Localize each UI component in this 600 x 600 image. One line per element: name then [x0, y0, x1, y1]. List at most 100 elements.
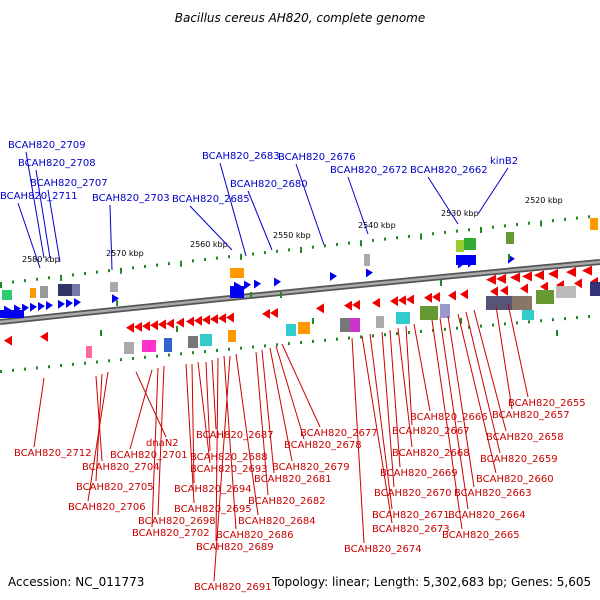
gene-leader-line — [495, 305, 513, 410]
gene-leader-line — [223, 355, 237, 530]
upper-tick — [12, 280, 14, 284]
reverse-gene-arrow — [316, 303, 324, 314]
gene-label: BCAH820_2674 — [344, 544, 422, 555]
gene-label: BCAH820_2672 — [330, 165, 408, 176]
lower-tick — [384, 333, 386, 337]
lower-tick — [36, 366, 38, 370]
feature-block — [556, 286, 576, 298]
upper-tick — [300, 247, 302, 253]
upper-tick — [312, 245, 314, 249]
lower-tick — [516, 321, 518, 325]
reverse-gene-arrow — [142, 321, 150, 332]
reverse-gene-arrow — [390, 296, 398, 307]
feature-block — [72, 284, 80, 296]
upper-tick — [420, 233, 422, 240]
upper-tick — [432, 232, 434, 236]
forward-gene-arrow — [112, 294, 119, 304]
lower-tick — [204, 350, 206, 354]
gene-leader-line — [247, 190, 273, 251]
gene-label: BCAH820_2663 — [454, 488, 532, 499]
gene-leader-line — [351, 337, 365, 544]
gene-label: BCAH820_2703 — [92, 193, 170, 204]
lower-tick — [288, 342, 290, 346]
green-tick — [100, 330, 102, 336]
green-tick — [176, 326, 178, 332]
upper-tick — [216, 256, 218, 260]
gene-leader-line — [211, 359, 217, 430]
feature-block — [2, 290, 12, 300]
gene-leader-line — [47, 189, 61, 263]
scale-label: 2570 kbp — [106, 249, 144, 258]
upper-tick — [576, 216, 578, 220]
gene-leader-line — [397, 327, 413, 448]
lower-tick — [540, 319, 542, 323]
reverse-gene-arrow — [202, 314, 210, 325]
reverse-gene-arrow — [150, 320, 158, 331]
lower-tick — [60, 364, 62, 368]
gene-leader-line — [129, 369, 153, 450]
gene-label: BCAH820_2665 — [442, 530, 520, 541]
scale-label: 2550 kbp — [273, 231, 311, 240]
gene-leader-line — [465, 311, 501, 454]
gene-label: BCAH820_2678 — [284, 440, 362, 451]
forward-gene-arrow — [274, 277, 281, 287]
reverse-gene-arrow — [520, 283, 528, 294]
feature-block — [124, 342, 134, 354]
forward-gene-arrow — [38, 301, 45, 311]
lower-tick — [528, 320, 530, 324]
feature-block — [200, 334, 212, 346]
upper-tick — [492, 225, 494, 229]
gene-label: BCAH820_2658 — [486, 432, 564, 443]
gene-label: BCAH820_2671 — [372, 510, 450, 521]
gene-leader-line — [281, 343, 321, 428]
reverse-gene-arrow — [540, 281, 548, 292]
reverse-gene-arrow — [486, 274, 496, 285]
feature-block — [228, 330, 236, 342]
upper-tick — [192, 259, 194, 263]
reverse-gene-arrow — [40, 331, 48, 342]
gene-leader-line — [205, 361, 211, 452]
feature-block — [396, 312, 410, 324]
gene-leader-line — [219, 162, 247, 257]
gene-label: BCAH820_2670 — [374, 488, 452, 499]
lower-tick — [12, 368, 14, 372]
feature-block — [40, 286, 48, 298]
feature-block — [590, 282, 600, 296]
reverse-gene-arrow — [158, 319, 166, 330]
lower-tick — [564, 317, 566, 321]
upper-tick — [228, 255, 230, 259]
gene-leader-line — [275, 345, 305, 440]
gene-label: kinB2 — [490, 156, 518, 167]
upper-tick — [348, 241, 350, 245]
feature-block — [30, 288, 36, 298]
upper-tick — [252, 252, 254, 256]
lower-tick — [324, 338, 326, 342]
reverse-gene-arrow — [262, 308, 270, 319]
gene-leader-line — [95, 375, 103, 462]
feature-block — [188, 336, 198, 348]
lower-tick — [108, 359, 110, 363]
gene-label: BCAH820_2657 — [492, 410, 570, 421]
green-tick — [460, 318, 462, 324]
reverse-gene-arrow — [194, 315, 202, 326]
map-title: Bacillus cereus AH820, complete genome — [175, 11, 425, 25]
gene-leader-line — [109, 204, 113, 271]
feature-block — [440, 304, 450, 318]
upper-tick — [336, 242, 338, 246]
gene-leader-line — [413, 323, 431, 412]
lower-tick — [132, 356, 134, 360]
upper-tick — [516, 223, 518, 227]
upper-tick — [504, 224, 506, 228]
gene-leader-line — [381, 331, 395, 488]
upper-tick — [264, 251, 266, 255]
reverse-gene-arrow — [406, 294, 414, 305]
feature-block — [364, 254, 370, 266]
upper-tick — [456, 229, 458, 233]
feature-block — [164, 338, 172, 352]
feature-block — [456, 240, 464, 252]
gene-label: BCAH820_2704 — [82, 462, 160, 473]
gene-label: BCAH820_2683 — [202, 151, 280, 162]
gene-leader-line — [235, 353, 259, 516]
upper-tick — [168, 262, 170, 266]
lower-tick — [396, 332, 398, 336]
